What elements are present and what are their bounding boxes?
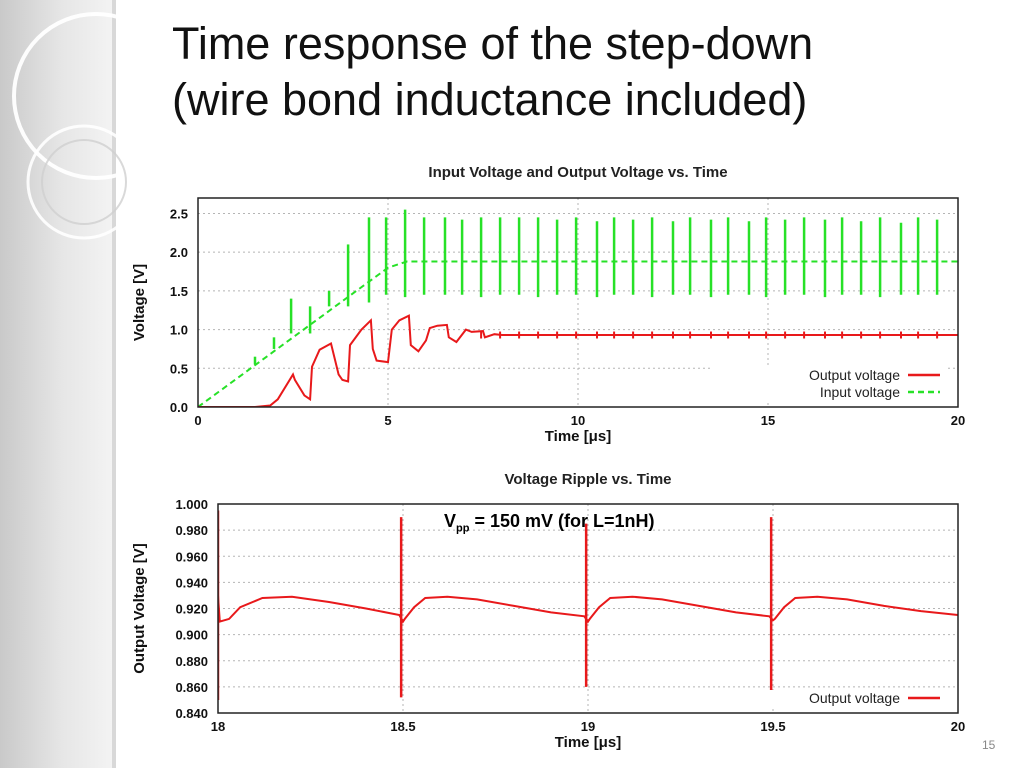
legend: Output voltage	[713, 690, 948, 707]
y-tick-label: 0.0	[170, 400, 188, 415]
y-tick-label: 1.5	[170, 284, 188, 299]
legend-label: Output voltage	[809, 367, 900, 383]
vpp-annotation: Vpp = 150 mV (for L=1nH)	[444, 511, 655, 535]
x-tick-label: 5	[384, 413, 391, 428]
slide-title-line-2: (wire bond inductance included)	[172, 74, 808, 125]
y-axis-label: Output Voltage [V]	[131, 543, 148, 674]
sidebar-edge	[112, 0, 116, 768]
vpp-annotation-main: V	[444, 511, 457, 531]
y-axis-label: Voltage [V]	[131, 264, 148, 341]
legend-background	[713, 384, 948, 401]
plot-frame	[217, 503, 959, 714]
chart-title: Voltage Ripple vs. Time	[505, 471, 672, 488]
x-tick-label: 10	[571, 413, 585, 428]
chart-voltage-ripple: Voltage Ripple vs. Time 18 18.5 19 19.5 20 0.8…	[131, 471, 965, 751]
vpp-annotation-text: = 150 mV (for L=1nH)	[469, 511, 655, 531]
legend-background	[713, 690, 948, 707]
y-tick-label: 2.5	[170, 206, 188, 221]
plot-marks	[218, 510, 958, 700]
y-tick-label: 0.840	[175, 706, 208, 721]
x-tick-label: 20	[951, 413, 965, 428]
chart-title: Input Voltage and Output Voltage vs. Tim…	[428, 164, 727, 181]
slide-title: Time response of the step-down (wire bon…	[172, 16, 992, 128]
legend-label: Output voltage	[809, 690, 900, 706]
plot-marks	[198, 209, 958, 407]
y-tick-label: 0.960	[175, 549, 208, 564]
y-tick-label: 0.5	[170, 361, 188, 376]
y-tick-label: 0.860	[175, 680, 208, 695]
series-line-output-voltage	[198, 314, 958, 407]
y-tick-label: 2.0	[170, 245, 188, 260]
y-tick-label: 1.0	[170, 323, 188, 338]
chart-input-output-voltage: Input Voltage and Output Voltage vs. Tim…	[131, 164, 965, 445]
y-tick-label: 0.900	[175, 628, 208, 643]
x-tick-label: 0	[194, 413, 201, 428]
slide-number: 15	[982, 738, 996, 752]
x-axis-label: Time [μs]	[555, 734, 621, 751]
slide-title-line-1: Time response of the step-down	[172, 18, 814, 69]
x-tick-label: 18	[211, 719, 225, 734]
x-tick-label: 18.5	[390, 719, 415, 734]
legend-label: Input voltage	[820, 384, 900, 400]
slide-sidebar-decoration	[0, 0, 112, 768]
y-tick-label: 1.000	[175, 497, 208, 512]
y-tick-label: 0.940	[175, 575, 208, 590]
series-line-input-voltage	[198, 260, 958, 407]
y-tick-label: 0.920	[175, 602, 208, 617]
plot-frame	[197, 197, 959, 408]
vpp-annotation-subscript: pp	[456, 522, 470, 535]
x-tick-label: 15	[761, 413, 775, 428]
x-tick-label: 20	[951, 719, 965, 734]
x-tick-label: 19.5	[760, 719, 785, 734]
x-tick-label: 19	[581, 719, 595, 734]
legend-background	[713, 367, 948, 384]
y-tick-label: 0.980	[175, 523, 208, 538]
x-axis-label: Time [μs]	[545, 428, 611, 445]
y-tick-label: 0.880	[175, 654, 208, 669]
